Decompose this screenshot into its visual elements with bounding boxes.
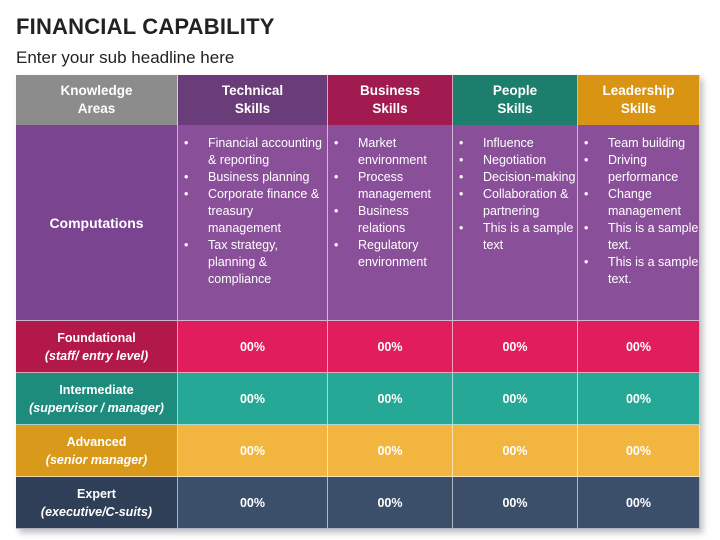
row-label-computations: Computations: [16, 125, 178, 321]
header-business-skills: Business Skills: [328, 75, 453, 125]
advanced-technical-value: 00%: [178, 425, 328, 477]
bullet-item: Collaboration & partnering: [459, 186, 577, 220]
foundational-technical-value: 00%: [178, 321, 328, 373]
header-label-line: Skills: [372, 101, 408, 116]
row-label-expert: Expert (executive/C-suits): [16, 477, 178, 529]
header-label-line: Business: [359, 83, 421, 98]
bullet-item: Decision-making: [459, 169, 577, 186]
bullet-item: Driving performance: [584, 152, 699, 186]
header-technical-skills: Technical Skills: [178, 75, 328, 125]
page-subtitle: Enter your sub headline here: [16, 48, 235, 67]
bullet-item: Tax strategy, planning & compliance: [184, 237, 327, 288]
header-people-skills: People Skills: [453, 75, 578, 125]
header-label-line: Leadership: [602, 83, 675, 98]
header-label-line: Skills: [620, 101, 657, 116]
bullet-item: Influence: [459, 135, 577, 152]
computations-technical: Financial accounting & reportingBusiness…: [178, 125, 328, 321]
bullet-item: Regulatory environment: [334, 237, 452, 271]
header-leadership-skills: Leadership Skills: [578, 75, 700, 125]
bullet-item: Team building: [584, 135, 699, 152]
bullet-list: Team buildingDriving performanceChange m…: [578, 135, 699, 288]
header-label-line: Technical: [221, 83, 284, 98]
expert-leadership-value: 00%: [578, 477, 700, 529]
row-label-intermediate: Intermediate (supervisor / manager): [16, 373, 178, 425]
header-label-line: Skills: [497, 101, 533, 116]
expert-business-value: 00%: [328, 477, 453, 529]
advanced-people-value: 00%: [453, 425, 578, 477]
bullet-item: Financial accounting & reporting: [184, 135, 327, 169]
row-label-advanced: Advanced (senior manager): [16, 425, 178, 477]
bullet-item: This is a sample text.: [584, 220, 699, 254]
level-description: (senior manager): [45, 452, 148, 467]
advanced-business-value: 00%: [328, 425, 453, 477]
level-name: Expert: [77, 486, 116, 501]
header-label-line: Skills: [234, 101, 271, 116]
bullet-item: This is a sample text.: [584, 254, 699, 288]
foundational-business-value: 00%: [328, 321, 453, 373]
intermediate-technical-value: 00%: [178, 373, 328, 425]
level-name: Advanced: [66, 434, 127, 449]
bullet-list: InfluenceNegotiationDecision-makingColla…: [453, 135, 577, 254]
computations-people: InfluenceNegotiationDecision-makingColla…: [453, 125, 578, 321]
bullet-item: This is a sample text: [459, 220, 577, 254]
bullet-list: Financial accounting & reportingBusiness…: [178, 135, 327, 288]
bullet-item: Change management: [584, 186, 699, 220]
header-knowledge-areas: Knowledge Areas: [16, 75, 178, 125]
intermediate-people-value: 00%: [453, 373, 578, 425]
bullet-list: Market environmentProcess managementBusi…: [328, 135, 452, 271]
bullet-item: Negotiation: [459, 152, 577, 169]
level-description: (supervisor / manager): [29, 400, 164, 415]
expert-people-value: 00%: [453, 477, 578, 529]
header-label-line: Areas: [77, 101, 116, 116]
bullet-item: Market environment: [334, 135, 452, 169]
level-description: (executive/C-suits): [40, 504, 153, 519]
intermediate-business-value: 00%: [328, 373, 453, 425]
bullet-item: Business relations: [334, 203, 452, 237]
header-label-line: Knowledge: [60, 83, 133, 98]
expert-technical-value: 00%: [178, 477, 328, 529]
foundational-people-value: 00%: [453, 321, 578, 373]
level-description: (staff/ entry level): [44, 348, 149, 363]
advanced-leadership-value: 00%: [578, 425, 700, 477]
intermediate-leadership-value: 00%: [578, 373, 700, 425]
level-name: Foundational: [57, 330, 136, 345]
bullet-item: Process management: [334, 169, 452, 203]
capability-table: Knowledge Areas Technical Skills Busines…: [16, 75, 700, 529]
foundational-leadership-value: 00%: [578, 321, 700, 373]
bullet-item: Corporate finance & treasury management: [184, 186, 327, 237]
row-label-foundational: Foundational (staff/ entry level): [16, 321, 178, 373]
computations-business: Market environmentProcess managementBusi…: [328, 125, 453, 321]
page-title: FINANCIAL CAPABILITY: [16, 14, 275, 39]
level-name: Intermediate: [59, 382, 134, 397]
bullet-item: Business planning: [184, 169, 327, 186]
header-label-line: People: [492, 83, 538, 98]
computations-leadership: Team buildingDriving performanceChange m…: [578, 125, 700, 321]
